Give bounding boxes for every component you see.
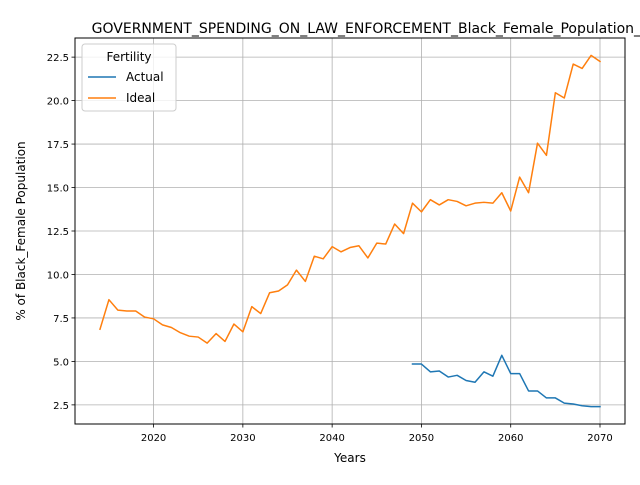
x-tick-label: 2050 — [409, 433, 434, 444]
y-tick-label: 15.0 — [47, 184, 69, 195]
chart-title: GOVERNMENT_SPENDING_ON_LAW_ENFORCEMENT_B… — [92, 21, 640, 37]
x-tick-label: 2060 — [498, 433, 523, 444]
x-tick-label: 2070 — [587, 433, 612, 444]
legend-label-actual: Actual — [126, 70, 164, 84]
y-tick-label: 17.5 — [47, 140, 69, 151]
y-tick-label: 2.5 — [53, 401, 69, 412]
y-tick-label: 20.0 — [47, 97, 69, 108]
x-axis-label: Years — [333, 451, 366, 465]
grid-lines — [75, 38, 625, 424]
x-tick-label: 2020 — [141, 433, 166, 444]
series-lines — [99, 54, 602, 408]
y-tick-label: 10.0 — [47, 270, 69, 281]
series-line-actual — [411, 354, 601, 408]
legend: Fertility Actual Ideal — [81, 43, 177, 112]
y-tick-label: 12.5 — [47, 227, 69, 238]
y-tick-label: 5.0 — [53, 357, 69, 368]
x-tick-label: 2030 — [230, 433, 255, 444]
series-line-ideal — [99, 54, 602, 344]
axis-ticks: 2020 2030 2040 2050 2060 2070 2.5 5.0 7.5 10.0 12.… — [47, 53, 613, 444]
y-tick-label: 22.5 — [47, 53, 69, 64]
y-axis-label: % of Black_Female Population — [14, 141, 28, 320]
legend-frame — [81, 43, 177, 112]
x-tick-label: 2040 — [319, 433, 344, 444]
y-tick-label: 7.5 — [53, 314, 69, 325]
legend-label-ideal: Ideal — [126, 91, 155, 105]
legend-title: Fertility — [106, 50, 151, 64]
